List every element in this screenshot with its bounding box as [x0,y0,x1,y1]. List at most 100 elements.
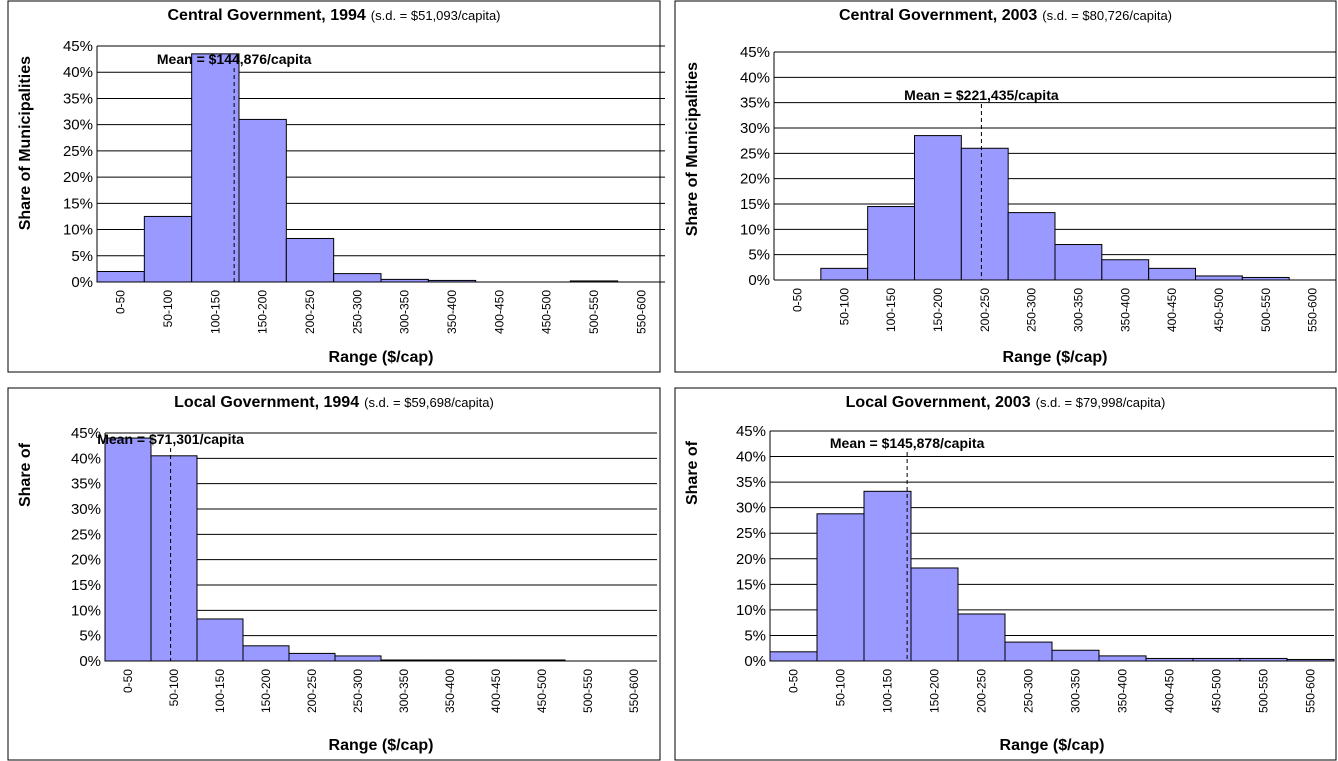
bar [1101,259,1150,281]
bar [104,437,152,662]
title-sub: (s.d. = $51,093/capita) [371,8,501,23]
y-tick-label: 15% [63,195,93,212]
x-tick-label: 450-500 [1210,669,1224,713]
x-tick-label: 250-300 [351,669,365,713]
y-tick-label: 35% [740,95,770,112]
y-axis-title: Share of [684,440,701,505]
x-tick-label: 0-50 [114,290,128,314]
bar [285,237,335,283]
bar [1004,641,1053,662]
y-tick-label: 0% [79,653,101,670]
bar [427,279,477,283]
bar [196,618,244,662]
y-tick-label: 15% [740,196,770,213]
y-tick-label: 10% [63,222,93,239]
bar [238,118,287,283]
y-tick-label: 10% [740,221,770,238]
title-sub: (s.d. = $79,998/capita) [1036,395,1166,410]
x-tick-label: 300-350 [1069,669,1083,713]
x-tick-label: 0-50 [790,288,804,312]
x-tick-label: 400-450 [489,669,503,713]
bar [1241,276,1290,281]
x-tick-label: 450-500 [1212,288,1226,332]
bar [334,655,382,662]
bar [1286,658,1335,662]
y-axis-title: Share of [17,442,34,507]
bar [518,659,566,662]
y-tick-label: 35% [63,90,93,107]
x-tick-label: 300-350 [1071,288,1085,332]
x-tick-label: 550-600 [627,669,641,713]
bar [242,645,290,662]
y-tick-label: 15% [71,577,101,594]
x-tick-label: 250-300 [350,290,364,334]
mean-label: Mean = $221,435/capita [904,87,1059,103]
x-tick-label: 200-250 [975,669,989,713]
y-tick-label: 10% [71,602,101,619]
bar [1148,267,1196,281]
bar [910,567,959,662]
x-tick-label: 550-600 [1306,288,1320,332]
y-tick-label: 0% [748,272,770,289]
x-tick-label: 100-150 [213,669,227,713]
title-main: Central Government, 1994 [167,7,365,24]
y-tick-label: 30% [63,117,93,134]
x-tick-label: 200-250 [305,669,319,713]
x-tick-label: 0-50 [121,669,135,693]
bar [769,651,818,662]
y-tick-label: 5% [744,627,766,644]
y-tick-label: 20% [736,551,766,568]
bar [1098,655,1147,662]
x-tick-label: 150-200 [931,288,945,332]
bar [380,659,428,662]
y-tick-label: 20% [71,552,101,569]
y-tick-label: 45% [736,423,766,440]
y-tick-label: 35% [736,474,766,491]
panel-border [7,0,661,373]
bar [1145,657,1194,662]
y-tick-label: 20% [63,169,93,186]
x-tick-label: 150-200 [256,290,270,334]
title-sub: (s.d. = $80,726/capita) [1042,8,1172,23]
x-tick-label: 400-450 [1165,288,1179,332]
x-axis-title: Range ($/cap) [1000,737,1105,754]
y-tick-label: 0% [71,274,93,291]
x-tick-label: 100-150 [208,290,222,334]
y-tick-label: 45% [740,44,770,61]
x-tick-label: 0-50 [787,669,801,693]
y-axis-title: Share of Municipalities [17,56,34,230]
bar [288,652,336,662]
bar [957,613,1006,662]
x-tick-label: 400-450 [492,290,506,334]
x-tick-label: 350-400 [443,669,457,713]
x-tick-label: 50-100 [834,669,848,707]
y-tick-label: 30% [736,500,766,517]
bar [863,490,912,662]
y-tick-label: 40% [71,450,101,467]
x-tick-label: 50-100 [837,288,851,326]
x-tick-label: 200-250 [978,288,992,332]
mean-label: Mean = $71,301/capita [97,431,244,447]
x-tick-label: 50-100 [167,669,181,707]
x-tick-label: 550-600 [1304,669,1318,713]
y-tick-label: 25% [71,526,101,543]
x-axis-title: Range ($/cap) [329,737,434,754]
bar [380,278,429,283]
x-tick-label: 400-450 [1163,669,1177,713]
x-tick-label: 200-250 [303,290,317,334]
y-tick-label: 10% [736,602,766,619]
x-tick-label: 350-400 [1116,669,1130,713]
title-main: Local Government, 2003 [846,394,1031,411]
x-tick-label: 250-300 [1022,669,1036,713]
x-tick-label: 300-350 [397,669,411,713]
chart-title: Local Government, 2003 (s.d. = $79,998/ca… [846,394,1166,411]
chart-title: Local Government, 1994 (s.d. = $59,698/ca… [174,394,494,411]
y-tick-label: 0% [744,653,766,670]
y-tick-label: 5% [748,247,770,264]
bar [1051,649,1100,662]
mean-label: Mean = $145,878/capita [830,435,985,451]
bar [472,659,520,662]
x-tick-label: 50-100 [161,290,175,328]
y-tick-label: 5% [79,628,101,645]
